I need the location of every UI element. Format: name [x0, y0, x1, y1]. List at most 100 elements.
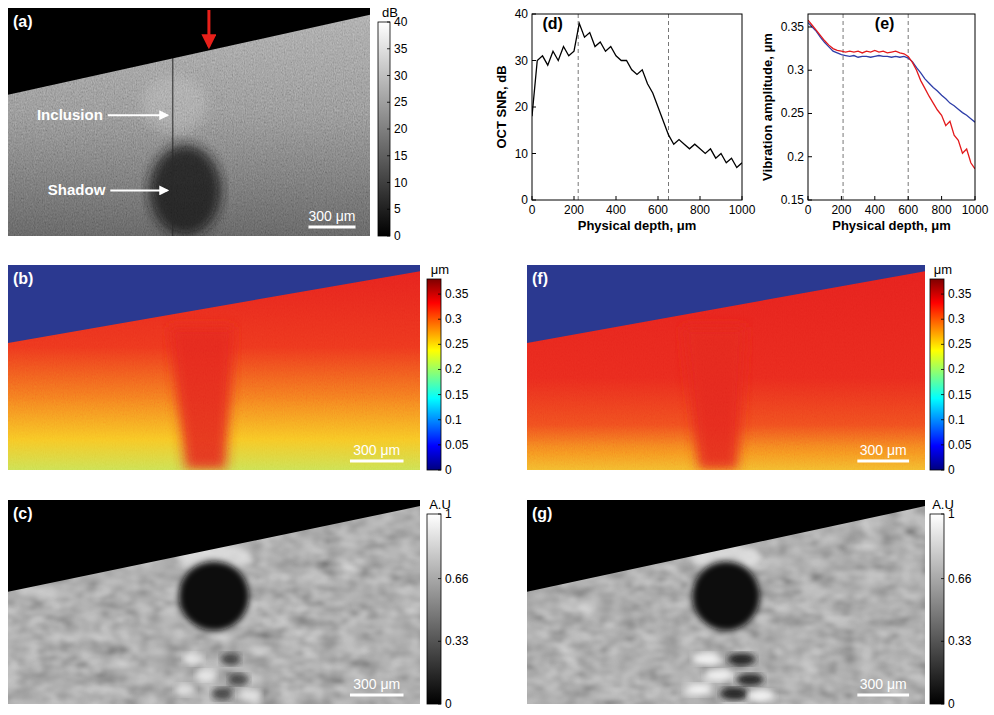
- noise: [8, 265, 420, 470]
- plot-area: [808, 14, 975, 200]
- scale-bar-label: 300 μm: [860, 442, 907, 458]
- x-tick: [908, 196, 909, 200]
- colorbar: [427, 279, 441, 470]
- colorbar-tick: [941, 319, 944, 320]
- colorbar-tick-label: 0.3: [445, 312, 462, 326]
- scale-bar-label: 300 μm: [860, 676, 907, 692]
- x-axis-title: Physical depth, μm: [578, 218, 697, 233]
- colorbar: [930, 279, 944, 470]
- x-tick: [742, 196, 743, 200]
- x-tick: [658, 196, 659, 200]
- colorbar-tick: [387, 102, 390, 103]
- y-tick: [532, 60, 536, 61]
- artifact-blob: [720, 688, 748, 700]
- x-axis-title: Physical depth, μm: [832, 218, 951, 233]
- colorbar-tick-label: 0.1: [948, 413, 965, 427]
- scale-bar: [857, 460, 909, 463]
- panel-label: (b): [13, 270, 33, 287]
- colorbar-tick-label: 0.3: [948, 312, 965, 326]
- series-line: [808, 20, 975, 169]
- y-axis-title: OCT SNR, dB: [494, 65, 509, 148]
- texture: [8, 500, 420, 704]
- x-tick-label: 600: [648, 203, 668, 217]
- colorbar-tick-label: 0.35: [445, 287, 469, 301]
- artifact-blob: [183, 653, 204, 665]
- y-tick: [808, 70, 812, 71]
- x-tick: [616, 196, 617, 200]
- y-tick: [532, 107, 536, 108]
- y-tick-label: 0.35: [781, 20, 805, 34]
- speckle: [8, 8, 370, 236]
- x-tick-label: 600: [898, 203, 918, 217]
- figure: InclusionShadow(a)300 μm0510152025303540…: [0, 0, 994, 715]
- artifact-blob: [241, 690, 262, 702]
- above-surface: [527, 265, 925, 343]
- above-surface: [8, 8, 370, 95]
- image-intensity: [8, 8, 370, 236]
- scale-bar: [350, 460, 404, 463]
- artifact-blob: [748, 690, 776, 702]
- tissue: [8, 8, 370, 236]
- colorbar-tick-label: 0.35: [948, 287, 972, 301]
- scale-bar: [350, 694, 404, 697]
- scale-bar: [308, 226, 355, 229]
- scale-bar-label: 300 μm: [353, 442, 400, 458]
- colorbar-tick: [941, 514, 944, 515]
- reference-line: [668, 14, 669, 200]
- colorbar-tick: [941, 369, 944, 370]
- colorbar-tick: [387, 22, 390, 23]
- reference-line: [908, 14, 909, 200]
- y-axis-title: Vibration amplitude, μm: [760, 33, 775, 181]
- artifact-blob: [220, 653, 241, 665]
- plot-area: [532, 14, 742, 200]
- colorbar-tick-label: 25: [394, 95, 408, 109]
- colorbar-tick-label: 15: [394, 149, 408, 163]
- colorbar-tick-label: 0.15: [948, 388, 972, 402]
- colorbar-tick-label: 0: [948, 463, 955, 477]
- colorbar-tick-label: 0.25: [445, 337, 469, 351]
- colorbar-tick: [387, 182, 390, 183]
- colorbar-tick: [941, 470, 944, 471]
- colorbar-tick: [941, 578, 944, 579]
- colorbar-tick-label: 0.25: [948, 337, 972, 351]
- colorbar-tick-label: 35: [394, 42, 408, 56]
- inclusion: [692, 561, 760, 630]
- y-tick-label: 10: [515, 147, 529, 161]
- colorbar-tick: [438, 394, 441, 395]
- colorbar-tick-label: 0.1: [445, 413, 462, 427]
- x-tick-label: 0: [805, 203, 812, 217]
- y-tick: [532, 14, 536, 15]
- y-tick: [808, 26, 812, 27]
- plot-frame: [532, 14, 742, 200]
- annotation: Shadow: [48, 181, 106, 198]
- colorbar-tick: [438, 319, 441, 320]
- colorbar-tick-label: 0.33: [445, 634, 469, 648]
- y-tick-label: 20: [515, 100, 529, 114]
- y-tick: [808, 156, 812, 157]
- colorbar-tick: [941, 641, 944, 642]
- plot-content: [532, 14, 742, 200]
- panel-label: (g): [532, 505, 552, 522]
- colorbar-tick-label: 5: [394, 202, 401, 216]
- y-tick-label: 0.2: [787, 150, 804, 164]
- colorbar-tick-label: 0: [445, 697, 452, 711]
- colorbar: [427, 514, 441, 704]
- x-tick-label: 800: [690, 203, 710, 217]
- colorbar-tick: [438, 294, 441, 295]
- panel-label: (c): [13, 505, 33, 522]
- x-tick: [574, 196, 575, 200]
- x-tick: [532, 196, 533, 200]
- amplitude-field: [8, 265, 420, 470]
- colorbar-tick: [941, 344, 944, 345]
- colorbar-tick-label: 0.66: [445, 572, 469, 586]
- colorbar-tick: [438, 470, 441, 471]
- artifact-blob: [704, 669, 732, 681]
- colorbar-title: A.U: [429, 497, 451, 512]
- scale-bar: [857, 694, 909, 697]
- colorbar-title: A.U: [932, 497, 954, 512]
- panel-label: (d): [543, 15, 563, 32]
- above-surface: [8, 265, 420, 343]
- noise: [527, 265, 925, 470]
- colorbar-tick: [438, 419, 441, 420]
- colorbar-tick: [438, 578, 441, 579]
